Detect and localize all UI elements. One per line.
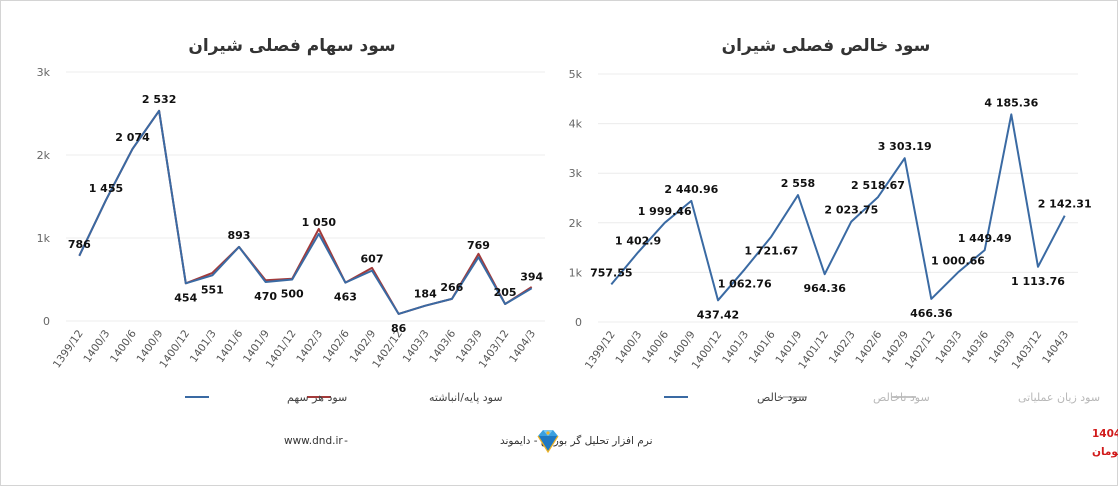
series-line[interactable]: [610, 113, 1066, 302]
data-label: 757.55: [590, 266, 632, 279]
x-tick-label: 1400/3: [81, 328, 112, 365]
net-profit-chart: 01k2k3k4k5k1399/121400/31400/61400/91400…: [569, 68, 1092, 371]
data-label: 1 402.9: [615, 234, 661, 247]
data-label: 2 518.67: [851, 179, 905, 192]
data-label: 2 440.96: [664, 183, 718, 196]
data-label: 3 303.19: [878, 140, 932, 153]
x-tick-label: 1401/6: [214, 328, 245, 365]
data-label: 1 721.67: [744, 245, 798, 258]
data-label: 394: [520, 270, 543, 283]
legend-label-gross[interactable]: سود ناخالص: [873, 391, 930, 404]
data-label: 470: [254, 290, 277, 303]
footer-software-name: نرم افزار تحلیل گر بورس - دایموند: [500, 434, 653, 447]
diamond-logo-icon: [537, 430, 559, 454]
data-label: 2 023.75: [824, 204, 878, 217]
x-tick-label: 1401/6: [747, 329, 778, 366]
footer-website[interactable]: www.dnd.ir: [284, 435, 343, 447]
legend-dividend: سود پایه/انباشته سود هر سهم: [185, 391, 503, 404]
data-label: 964.36: [803, 282, 846, 295]
x-tick-label: 1404/3: [507, 328, 538, 365]
data-label: 466.36: [910, 307, 953, 320]
chart-title-net-profit: سود خالص فصلی شیران: [722, 36, 931, 56]
dividend-chart: 01k2k3k1399/121400/31400/61400/91400/121…: [37, 66, 545, 370]
data-label: 607: [361, 253, 384, 266]
notes: * سال مالی 1404/09/30 * تمام قیمت میلیار…: [1092, 428, 1118, 458]
note-units: * تمام قیمت میلیارد تومان: [1092, 446, 1118, 458]
data-label: 2 532: [142, 93, 176, 106]
x-tick-label: 1404/3: [1040, 329, 1071, 366]
data-label: 500: [281, 288, 304, 301]
data-label: 1 449.49: [958, 232, 1012, 245]
y-tick-label: 0: [575, 316, 582, 329]
y-tick-label: 0: [43, 315, 50, 328]
legend-label-basic-eps[interactable]: سود پایه/انباشته: [429, 391, 503, 404]
x-tick-label: 1403/3: [933, 329, 964, 366]
series-line[interactable]: [78, 109, 533, 315]
x-tick-label: 1402/6: [321, 328, 352, 365]
y-tick-label: 5k: [569, 68, 583, 81]
x-tick-label: 1403/6: [427, 328, 458, 365]
x-tick-label: 1403/6: [960, 329, 991, 366]
data-label: 1 050: [302, 216, 337, 229]
data-label: 1 062.76: [718, 277, 772, 290]
note-fiscal-year: * سال مالی 1404/09/30: [1092, 428, 1118, 440]
y-tick-label: 3k: [37, 66, 51, 79]
x-tick-label: 1400/6: [108, 328, 139, 365]
legend-label-operating[interactable]: سود زیان عملیاتی: [1018, 391, 1100, 404]
data-label: 2 142.31: [1038, 198, 1092, 211]
x-tick-label: 1402/3: [294, 328, 325, 365]
data-label: 786: [68, 238, 91, 251]
data-label: 551: [201, 283, 224, 296]
x-tick-label: 1400/6: [640, 329, 671, 366]
data-label: 454: [174, 291, 197, 304]
y-tick-label: 1k: [569, 266, 583, 279]
chart-title-dividend: سود سهام فصلی شیران: [188, 36, 395, 56]
data-label: 437.42: [697, 308, 739, 321]
x-tick-label: 1402/3: [827, 329, 858, 366]
data-label: 205: [494, 286, 517, 299]
legend-net-profit: سود زیان عملیاتی سود ناخالص سود خالص: [664, 391, 1100, 404]
data-label: 184: [414, 288, 437, 301]
y-tick-label: 1k: [37, 232, 51, 245]
legend-label-net[interactable]: سود خالص: [757, 391, 807, 404]
y-tick-label: 4k: [569, 118, 583, 131]
x-tick-label: 1401/3: [188, 328, 219, 365]
legend-label-eps[interactable]: سود هر سهم: [287, 391, 347, 404]
x-tick-label: 1402/6: [853, 329, 884, 366]
x-tick-label: 1400/3: [613, 329, 644, 366]
data-label: 2 074: [115, 131, 150, 144]
y-tick-label: 2k: [37, 149, 51, 162]
x-tick-label: 1399/12: [583, 329, 618, 372]
y-tick-label: 2k: [569, 217, 583, 230]
y-tick-label: 3k: [569, 167, 583, 180]
data-label: 1 999.46: [638, 205, 692, 218]
data-label: 1 113.76: [1011, 275, 1065, 288]
data-label: 2 558: [781, 177, 815, 190]
data-label: 86: [391, 322, 407, 335]
data-label: 463: [334, 291, 357, 304]
x-tick-label: 1401/3: [720, 329, 751, 366]
data-label: 266: [440, 281, 463, 294]
footer: www.dnd.ir - نرم افزار تحلیل گر بورس - د…: [284, 430, 653, 454]
data-label: 1 000.66: [931, 254, 985, 267]
data-label: 4 185.36: [984, 96, 1038, 109]
data-label: 1 455: [89, 182, 123, 195]
x-tick-label: 1399/12: [51, 328, 86, 371]
footer-separator: -: [344, 435, 348, 447]
data-label: 769: [467, 239, 490, 252]
data-label: 893: [227, 229, 250, 242]
